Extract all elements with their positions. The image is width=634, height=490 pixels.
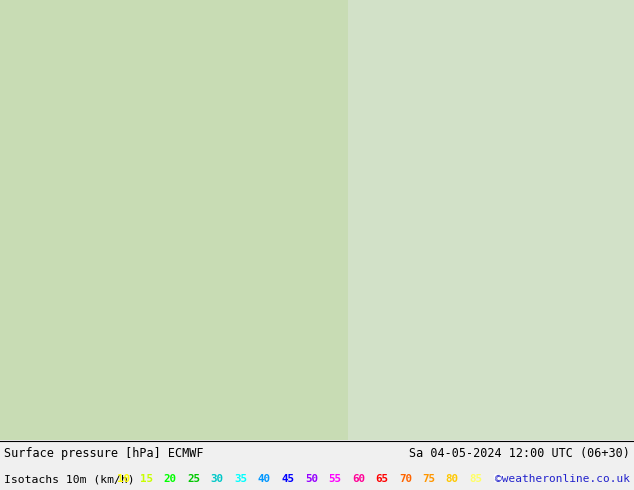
Text: 15: 15 xyxy=(140,474,153,484)
Text: 25: 25 xyxy=(187,474,200,484)
Text: Isotachs 10m (km/h): Isotachs 10m (km/h) xyxy=(4,474,134,484)
Text: 80: 80 xyxy=(446,474,459,484)
Text: Sa 04-05-2024 12:00 UTC (06+30): Sa 04-05-2024 12:00 UTC (06+30) xyxy=(409,447,630,460)
Text: 75: 75 xyxy=(422,474,436,484)
Text: 50: 50 xyxy=(305,474,318,484)
Text: 65: 65 xyxy=(375,474,388,484)
Text: 35: 35 xyxy=(235,474,247,484)
Text: 90: 90 xyxy=(493,474,506,484)
Text: 40: 40 xyxy=(258,474,271,484)
Text: 70: 70 xyxy=(399,474,412,484)
Text: 55: 55 xyxy=(328,474,341,484)
Text: 60: 60 xyxy=(352,474,365,484)
Text: 30: 30 xyxy=(210,474,224,484)
Text: 85: 85 xyxy=(469,474,482,484)
Text: 20: 20 xyxy=(164,474,177,484)
Text: 10: 10 xyxy=(117,474,130,484)
Text: ©weatheronline.co.uk: ©weatheronline.co.uk xyxy=(495,474,630,484)
Text: Surface pressure [hPa] ECMWF: Surface pressure [hPa] ECMWF xyxy=(4,447,204,460)
Text: 45: 45 xyxy=(281,474,294,484)
